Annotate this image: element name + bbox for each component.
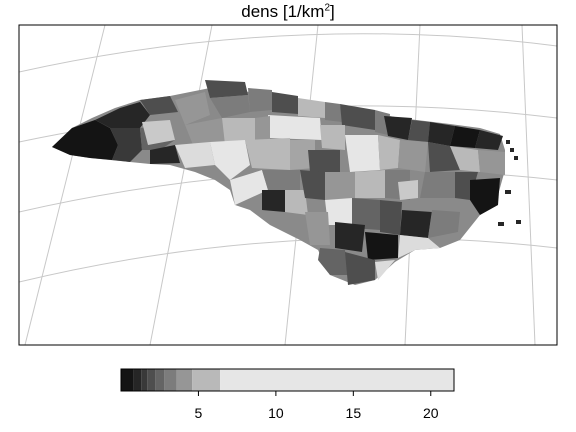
north-carolina-map <box>52 80 521 285</box>
barrier-island <box>498 222 504 226</box>
county <box>262 190 285 212</box>
colorbar-bin <box>192 369 221 391</box>
county <box>408 120 430 142</box>
county <box>262 170 300 195</box>
county <box>345 135 380 172</box>
county <box>365 232 398 260</box>
county <box>428 210 460 238</box>
county <box>140 96 178 115</box>
barrier-island <box>516 220 521 224</box>
colorbar-frame <box>120 368 455 392</box>
county <box>378 135 400 170</box>
barrier-island <box>505 190 511 194</box>
county <box>290 140 315 170</box>
county <box>52 120 118 160</box>
county <box>298 98 325 118</box>
county <box>255 116 270 140</box>
county <box>380 200 402 235</box>
graticule-parallel <box>19 237 557 283</box>
colorbar-bin <box>121 369 134 391</box>
county <box>420 172 455 198</box>
colorbar-tick-label: 5 <box>195 405 203 421</box>
county <box>455 172 478 200</box>
county <box>325 102 342 122</box>
county <box>110 128 142 162</box>
graticule-meridian <box>24 25 106 345</box>
county <box>325 172 355 200</box>
colorbar-bin <box>155 369 165 391</box>
county <box>335 222 365 252</box>
county <box>285 190 308 215</box>
county <box>300 170 325 200</box>
barrier-island <box>514 156 518 160</box>
county <box>428 142 460 172</box>
county <box>95 102 150 132</box>
county <box>325 198 352 225</box>
title-unit: 1/km <box>287 2 325 21</box>
colorbar-bin <box>220 369 454 391</box>
barrier-island <box>510 148 514 152</box>
county <box>175 142 215 168</box>
county <box>400 210 432 238</box>
county <box>308 150 340 172</box>
colorbar-bin <box>164 369 177 391</box>
county <box>175 92 210 125</box>
county <box>318 248 348 275</box>
barrier-island <box>506 140 510 144</box>
county <box>475 130 503 150</box>
county <box>245 138 290 170</box>
map-frame <box>18 24 558 346</box>
county <box>305 212 330 245</box>
county <box>355 170 385 198</box>
county <box>150 145 180 164</box>
graticule-parallel <box>19 33 557 73</box>
county <box>375 260 395 280</box>
colorbar-bin <box>147 369 156 391</box>
title-bracket-close: ] <box>330 2 335 21</box>
county <box>320 125 345 150</box>
county <box>222 118 255 145</box>
county <box>384 116 412 140</box>
colorbar-tick-label: 20 <box>423 405 439 421</box>
colorbar-bin <box>141 369 148 391</box>
colorbar-tick-label: 15 <box>346 405 362 421</box>
county <box>205 80 248 98</box>
graticule <box>19 25 557 345</box>
county <box>398 140 428 172</box>
graticule-meridian <box>149 25 213 345</box>
county <box>450 146 480 172</box>
county <box>352 198 380 230</box>
colorbar-legend: 5 10 15 20 <box>120 368 455 421</box>
county <box>248 88 272 112</box>
county <box>268 115 322 140</box>
colorbar-tick-label: 10 <box>268 405 284 421</box>
colorbar-bin <box>176 369 193 391</box>
title-variable: dens <box>241 2 283 21</box>
county <box>210 140 250 180</box>
county <box>470 178 500 215</box>
county <box>345 252 375 285</box>
county <box>340 104 375 130</box>
county <box>428 122 455 146</box>
county <box>478 150 505 175</box>
title-unit-exponent: 2 <box>324 2 330 14</box>
county <box>142 120 175 145</box>
county <box>450 126 480 148</box>
title-bracket-open: [ <box>282 2 288 21</box>
county <box>272 92 298 114</box>
colorbar-bin <box>133 369 142 391</box>
county <box>230 170 268 205</box>
county <box>398 180 418 200</box>
county <box>210 95 250 118</box>
map-title: dens [1/km2] <box>0 0 576 24</box>
county <box>398 235 440 258</box>
graticule-meridian <box>521 25 536 345</box>
